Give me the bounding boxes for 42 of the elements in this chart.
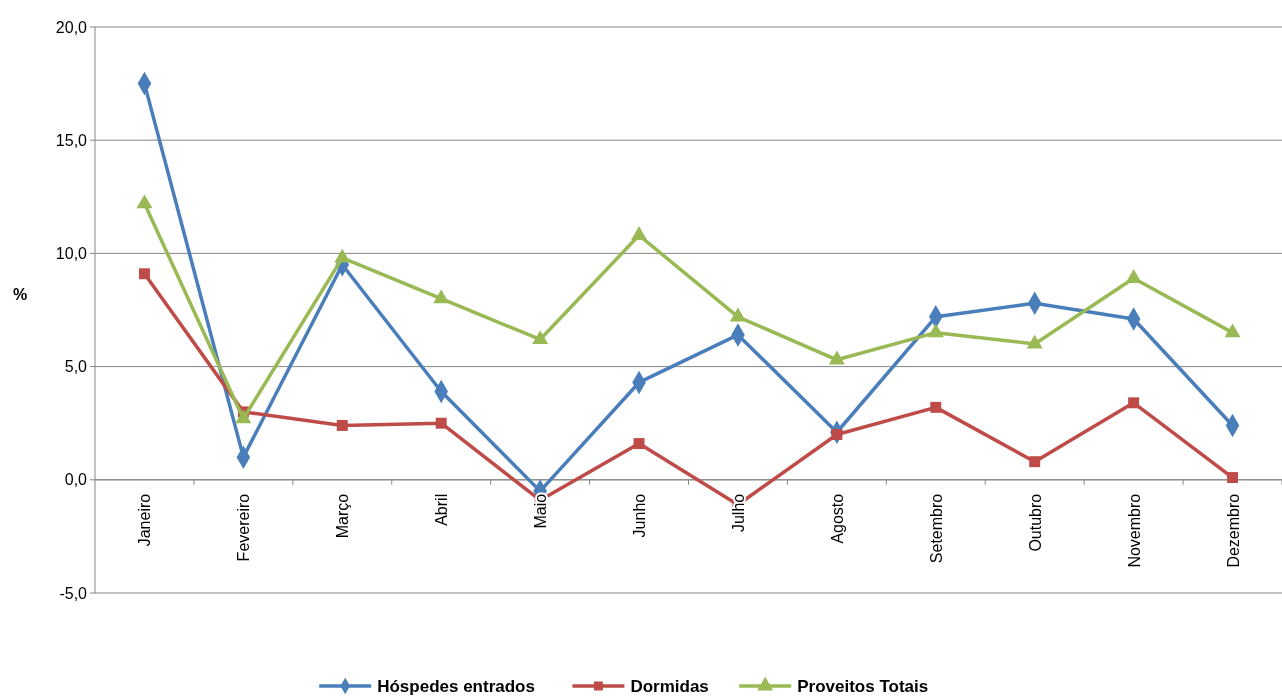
x-tick-label: Setembro [927,493,945,564]
point [633,438,645,450]
point [1128,397,1140,409]
point [435,417,447,429]
y-tick-label: 15,0 [55,131,88,149]
x-tick-label: Outubro [1026,493,1044,552]
point [729,307,746,322]
point [138,268,150,280]
point [927,323,944,338]
y-tick-label: 5,0 [64,358,88,376]
point [930,401,942,413]
point [1125,269,1142,283]
point [136,194,153,209]
x-tick-label: Dezembro [1224,493,1242,568]
y-tick-label: 10,0 [55,245,88,262]
y-tick-label: 20,0 [55,18,88,36]
x-tick-label: Julho [729,493,747,533]
point [235,409,252,424]
x-tick-label: Agosto [828,493,846,544]
y-tick-label: 0,0 [64,471,88,489]
point [1224,323,1241,338]
legend-label: Proveitos Totais [797,676,929,696]
point [334,248,351,263]
legend-label: Hóspedes entrados [377,676,535,696]
point [1026,334,1043,349]
x-tick-label: Fevereiro [235,493,253,562]
x-tick-label: Abril [433,493,451,526]
y-tick-label: -5,0 [59,584,88,602]
x-tick-label: Maio [532,493,550,529]
legend-label: Dormidas [630,676,709,696]
y-axis-title: % [12,286,28,303]
x-tick-label: Junho [631,493,649,538]
point [1029,456,1041,468]
x-tick-label: Março [334,493,352,539]
x-tick-label: Janeiro [136,493,154,547]
point [433,289,450,304]
point [532,330,549,345]
point [631,226,648,240]
point [336,419,348,431]
point [1227,472,1239,484]
point [828,350,845,365]
x-tick-label: Novembro [1125,493,1143,568]
